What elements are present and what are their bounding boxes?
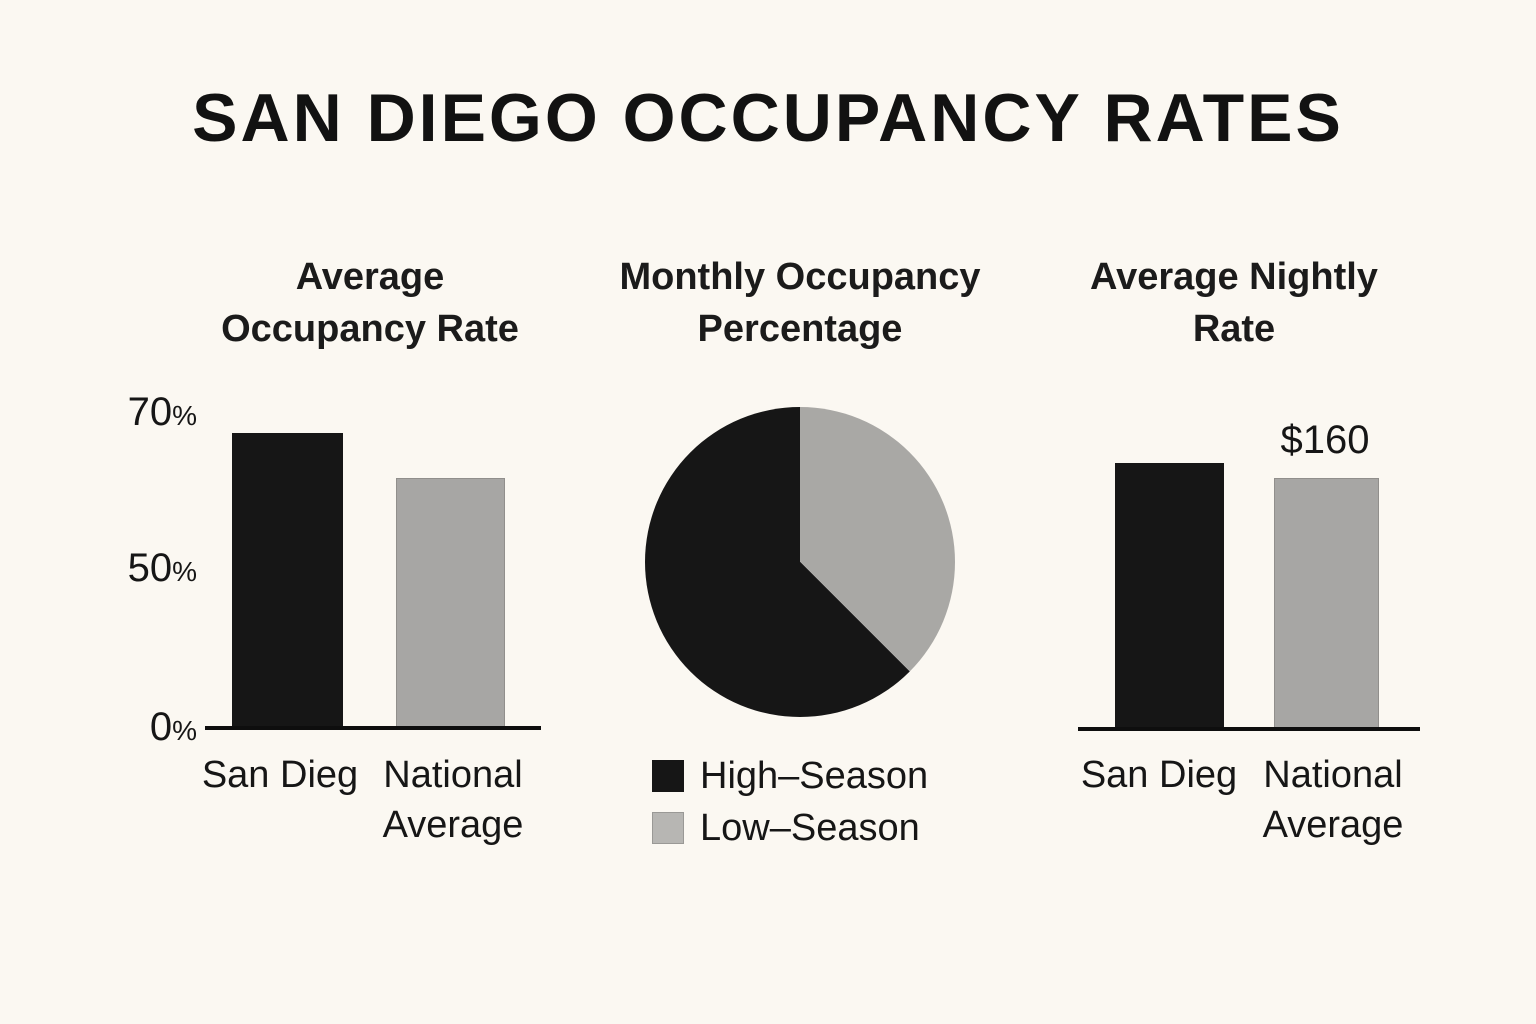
percent-sign: % [172,715,197,746]
x-label-san-diego: San Dieg [1080,754,1238,796]
x-label-national-average: National Average [382,754,524,846]
chart-title-average-nightly-rate: Average Nightly Rate [1090,256,1378,350]
legend-swatch-high-season [652,760,684,792]
y-tick-value: 50 [127,546,173,590]
legend-label-low-season: Low–Season [700,807,920,849]
page-title: SAN DIEGO OCCUPANCY RATES [192,80,1344,156]
pie-chart-seasonal-occupancy [645,407,955,717]
x-label-san-diego: San Dieg [201,754,359,796]
bar-occupancy-national-average [396,478,505,728]
chart-title-monthly-occupancy-percentage: Monthly Occupancy Percentage [619,256,981,350]
chart-title-average-occupancy-rate: Average Occupancy Rate [221,256,519,350]
y-axis-tick-50: 50% [97,548,197,592]
value-label-160-dollars: $160 [1280,418,1370,462]
y-axis-tick-70: 70% [97,392,197,436]
legend-swatch-low-season [652,812,684,844]
percent-sign: % [172,400,197,431]
x-axis-line-left [205,726,541,730]
bar-nightly-rate-national-average [1274,478,1379,729]
x-axis-line-right [1078,727,1420,731]
y-tick-value: 70 [127,390,173,434]
y-axis-tick-0: 0% [97,707,197,751]
x-label-national-average: National Average [1262,754,1404,846]
bar-nightly-rate-san-diego [1115,463,1224,729]
legend-label-high-season: High–Season [700,755,929,797]
y-tick-value: 0 [149,705,173,749]
bar-occupancy-san-diego [232,433,343,728]
percent-sign: % [172,556,197,587]
